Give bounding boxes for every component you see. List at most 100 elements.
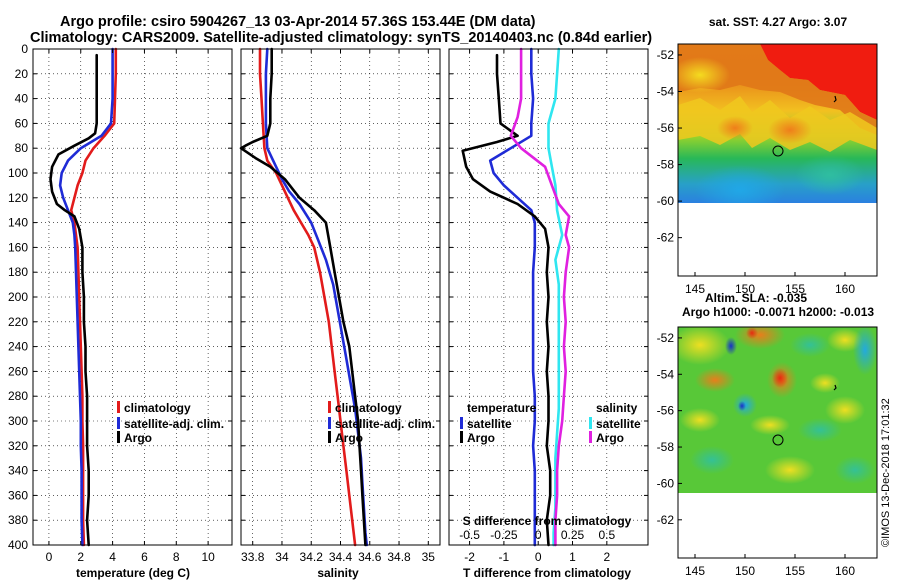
temperature-xlabel: temperature (deg C) bbox=[76, 566, 190, 580]
sla-map: Altim. SLA: -0.035 Argo h1000: -0.0071 h… bbox=[657, 291, 878, 578]
sla-map-frame bbox=[677, 326, 878, 559]
temperature-xtick-label: 8 bbox=[173, 550, 180, 564]
difference-grid bbox=[449, 48, 648, 546]
sst-coast-fragment bbox=[833, 95, 837, 103]
temperature-panel: 0 2 4 6 8 10 0 20 40 60 80 100 120 140 160 180 200 220 24… bbox=[8, 42, 233, 580]
legend-swatch-argo bbox=[117, 431, 120, 443]
sst-ticks-xtick-label: 160 bbox=[835, 282, 855, 296]
difference-panel: -2 -1 0 1 2 S difference from climatology -0… bbox=[448, 47, 649, 580]
difference-xtick-label: 2 bbox=[603, 550, 610, 564]
temperature-series-satellite-adj-clim- bbox=[58, 47, 114, 547]
sla-ticks-xtick-label: 155 bbox=[785, 564, 805, 578]
legend-label-s-satellite: satellite bbox=[596, 417, 641, 431]
legend-label-satellite-s: satellite-adj. clim. bbox=[335, 417, 435, 431]
difference-xtick-label: 1 bbox=[569, 550, 576, 564]
temperature-xtick-label: 0 bbox=[46, 550, 53, 564]
depth-tick-label: 300 bbox=[8, 414, 28, 428]
difference-series-s-argo bbox=[509, 47, 571, 547]
salinity-xtick-label: 34.2 bbox=[300, 550, 324, 564]
sla-coast-fragment bbox=[833, 384, 837, 391]
depth-tick-label: 20 bbox=[15, 67, 29, 81]
difference-series-s-satellite bbox=[547, 47, 564, 547]
legend-label-argo: Argo bbox=[124, 431, 152, 445]
difference-lines bbox=[461, 47, 571, 547]
difference-legend: temperature satellite Argo salinity sate… bbox=[460, 401, 641, 445]
difference-series-t-satellite bbox=[488, 47, 537, 547]
sla-ticks-ytick-label: -52 bbox=[657, 331, 675, 345]
temperature-frame bbox=[32, 48, 233, 546]
sla-ticks-xtick-label: 150 bbox=[735, 564, 755, 578]
figure-title-line2: Climatology: CARS2009. Satellite-adjuste… bbox=[30, 30, 652, 46]
legend-label-climatology: climatology bbox=[124, 401, 191, 415]
sst-ticks-ytick-label: -60 bbox=[657, 194, 675, 208]
salinity-series-climatology bbox=[258, 47, 357, 547]
legend-label-satellite: satellite-adj. clim. bbox=[124, 417, 224, 431]
legend-swatch-s-argo bbox=[589, 431, 592, 443]
difference-xtick-label: -1 bbox=[499, 550, 510, 564]
salinity-series-argo bbox=[239, 47, 367, 547]
legend-label-s-argo: Argo bbox=[596, 431, 624, 445]
sla-ticks-ytick-label: -56 bbox=[657, 404, 675, 418]
legend-swatch-climatology bbox=[117, 401, 120, 413]
depth-tick-label: 260 bbox=[8, 364, 28, 378]
legend-swatch-t-argo bbox=[460, 431, 463, 443]
sst-ticks-ytick-label: -52 bbox=[657, 48, 675, 62]
temperature-xtick-label: 2 bbox=[77, 550, 84, 564]
salinity-ticks: 33.8 34 34.2 34.4 34.6 34.8 35 bbox=[241, 48, 440, 564]
depth-tick-label: 400 bbox=[8, 538, 28, 552]
depth-tick-label: 180 bbox=[8, 265, 28, 279]
sla-ticks-ytick-label: -60 bbox=[657, 476, 675, 490]
sla-ticks-xtick-label: 160 bbox=[835, 564, 855, 578]
s-diff-tick-label: 0 bbox=[535, 528, 542, 542]
salinity-lines bbox=[239, 47, 369, 547]
sla-ticks-ytick-label: -58 bbox=[657, 440, 675, 454]
salinity-legend: climatology satellite-adj. clim. Argo bbox=[328, 401, 435, 445]
difference-ticks: -2 -1 0 1 2 bbox=[449, 48, 648, 564]
temperature-xtick-label: 10 bbox=[201, 550, 215, 564]
depth-tick-label: 360 bbox=[8, 488, 28, 502]
depth-tick-label: 40 bbox=[15, 92, 29, 106]
temperature-ticks: 0 2 4 6 8 10 bbox=[33, 48, 232, 564]
depth-tick-label: 320 bbox=[8, 439, 28, 453]
depth-tick-label: 0 bbox=[21, 42, 28, 56]
sla-map-ticks: 145 150 155 160 -52 -54 -56 -58 -60 -62 bbox=[657, 331, 856, 578]
salinity-panel: 33.8 34 34.2 34.4 34.6 34.8 35 salinity climat… bbox=[239, 47, 441, 580]
depth-axis: 0 20 40 60 80 100 120 140 160 180 200 220 240 260 280 3… bbox=[8, 42, 28, 552]
sst-ticks-ytick-label: -54 bbox=[657, 84, 675, 98]
legend-swatch-t-satellite bbox=[460, 417, 463, 429]
sst-ticks-xtick-label: 150 bbox=[735, 282, 755, 296]
legend-swatch-argo-s bbox=[328, 431, 331, 443]
difference-xtick-label: 0 bbox=[535, 550, 542, 564]
depth-tick-label: 220 bbox=[8, 315, 28, 329]
legend-swatch-satellite-s bbox=[328, 417, 331, 429]
temperature-legend: climatology satellite-adj. clim. Argo bbox=[117, 401, 224, 445]
s-diff-tick-label: 0.5 bbox=[598, 528, 615, 542]
legend-label-t-satellite: satellite bbox=[467, 417, 512, 431]
sst-ticks-xtick-label: 155 bbox=[785, 282, 805, 296]
depth-tick-label: 80 bbox=[15, 141, 29, 155]
temperature-xtick-label: 6 bbox=[141, 550, 148, 564]
temperature-lines bbox=[49, 47, 118, 547]
sst-map-ticks: 145 150 155 160 -52 -54 -56 -58 -60 -62 bbox=[657, 48, 856, 296]
sst-ticks-ytick-label: -62 bbox=[657, 231, 675, 245]
depth-tick-label: 240 bbox=[8, 340, 28, 354]
sst-ticks-xtick-label: 145 bbox=[685, 282, 705, 296]
legend-label-climatology-s: climatology bbox=[335, 401, 402, 415]
legend-swatch-climatology-s bbox=[328, 401, 331, 413]
depth-tick-label: 160 bbox=[8, 240, 28, 254]
legend-swatch-satellite bbox=[117, 417, 120, 429]
depth-tick-label: 120 bbox=[8, 191, 28, 205]
legend-title-temperature: temperature bbox=[467, 401, 537, 415]
sla-heatmap bbox=[678, 327, 877, 493]
salinity-xtick-label: 34 bbox=[275, 550, 289, 564]
s-diff-tick-label: -0.5 bbox=[459, 528, 480, 542]
legend-title-salinity: salinity bbox=[596, 401, 638, 415]
depth-tick-label: 60 bbox=[15, 116, 29, 130]
temperature-xtick-label: 4 bbox=[109, 550, 116, 564]
sla-ticks-xtick-label: 145 bbox=[685, 564, 705, 578]
figure-title-line1: Argo profile: csiro 5904267_13 03-Apr-20… bbox=[60, 14, 536, 30]
depth-tick-label: 100 bbox=[8, 166, 28, 180]
sla-ticks-ytick-label: -62 bbox=[657, 513, 675, 527]
temperature-series-climatology bbox=[69, 47, 118, 547]
sla-profile-marker bbox=[772, 434, 784, 446]
